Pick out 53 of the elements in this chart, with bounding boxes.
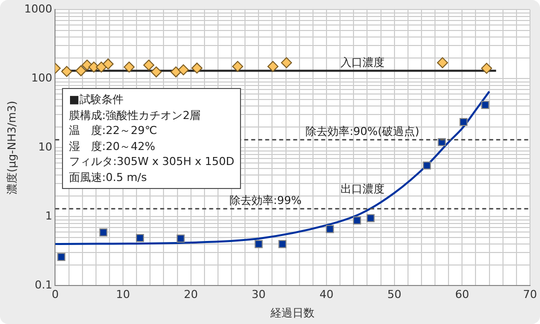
annotation: 湿 度:20～42% bbox=[69, 138, 156, 154]
x-tick-label: 40 bbox=[320, 288, 334, 302]
annotation: フィルタ:305W x 305H x 150D bbox=[69, 154, 234, 170]
point bbox=[150, 66, 162, 78]
point bbox=[326, 225, 334, 234]
y-tick-label: 0.1 bbox=[34, 278, 52, 292]
point bbox=[232, 60, 244, 72]
x-tick-label: 0 bbox=[52, 288, 59, 302]
point bbox=[61, 66, 72, 77]
point bbox=[75, 65, 86, 76]
point bbox=[254, 240, 263, 248]
x-tick-label: 70 bbox=[523, 288, 537, 302]
series-label: 出口濃度 bbox=[340, 182, 385, 196]
series-label: 入口濃度 bbox=[340, 56, 385, 70]
annotation: ■試験条件 bbox=[69, 92, 124, 108]
x-tick-label: 30 bbox=[252, 288, 266, 302]
point bbox=[459, 118, 468, 126]
annotation: 温 度:22～29℃ bbox=[69, 123, 158, 138]
point bbox=[267, 60, 278, 72]
point bbox=[481, 62, 492, 74]
point bbox=[481, 100, 490, 109]
x-tick-label: 60 bbox=[455, 288, 470, 302]
point bbox=[178, 64, 189, 76]
annotation: 膜構成:強酸性カチオン2層 bbox=[69, 108, 202, 123]
point bbox=[280, 57, 292, 68]
point bbox=[437, 57, 448, 68]
x-tick-label: 20 bbox=[184, 288, 198, 302]
x-axis-title: 経過日数 bbox=[270, 306, 315, 320]
point bbox=[278, 240, 286, 248]
y-tick-label: 1000 bbox=[24, 2, 52, 16]
point bbox=[136, 234, 144, 242]
point bbox=[176, 234, 185, 243]
point bbox=[366, 214, 375, 222]
y-tick-label: 10 bbox=[38, 140, 52, 154]
y-axis-title: 濃度(μg-NH3/m3) bbox=[5, 100, 18, 194]
line-series bbox=[55, 90, 490, 246]
point bbox=[422, 161, 431, 170]
point bbox=[99, 228, 108, 236]
x-tick-label: 50 bbox=[387, 288, 402, 302]
point bbox=[57, 252, 66, 262]
y-tick-label: 100 bbox=[31, 71, 52, 84]
x-tick-label: 10 bbox=[116, 288, 130, 302]
annotation: 面風速:0.5 m/s bbox=[69, 170, 148, 185]
y-tick-label: 1 bbox=[45, 209, 52, 222]
point bbox=[191, 62, 202, 74]
point bbox=[102, 58, 114, 70]
annotation: 除去効率:99% bbox=[229, 194, 302, 207]
annotation: 除去効率:90%(破過点) bbox=[306, 124, 420, 138]
point bbox=[82, 60, 93, 71]
point bbox=[170, 66, 182, 78]
point bbox=[124, 62, 135, 73]
point bbox=[353, 216, 362, 224]
point bbox=[143, 60, 154, 71]
